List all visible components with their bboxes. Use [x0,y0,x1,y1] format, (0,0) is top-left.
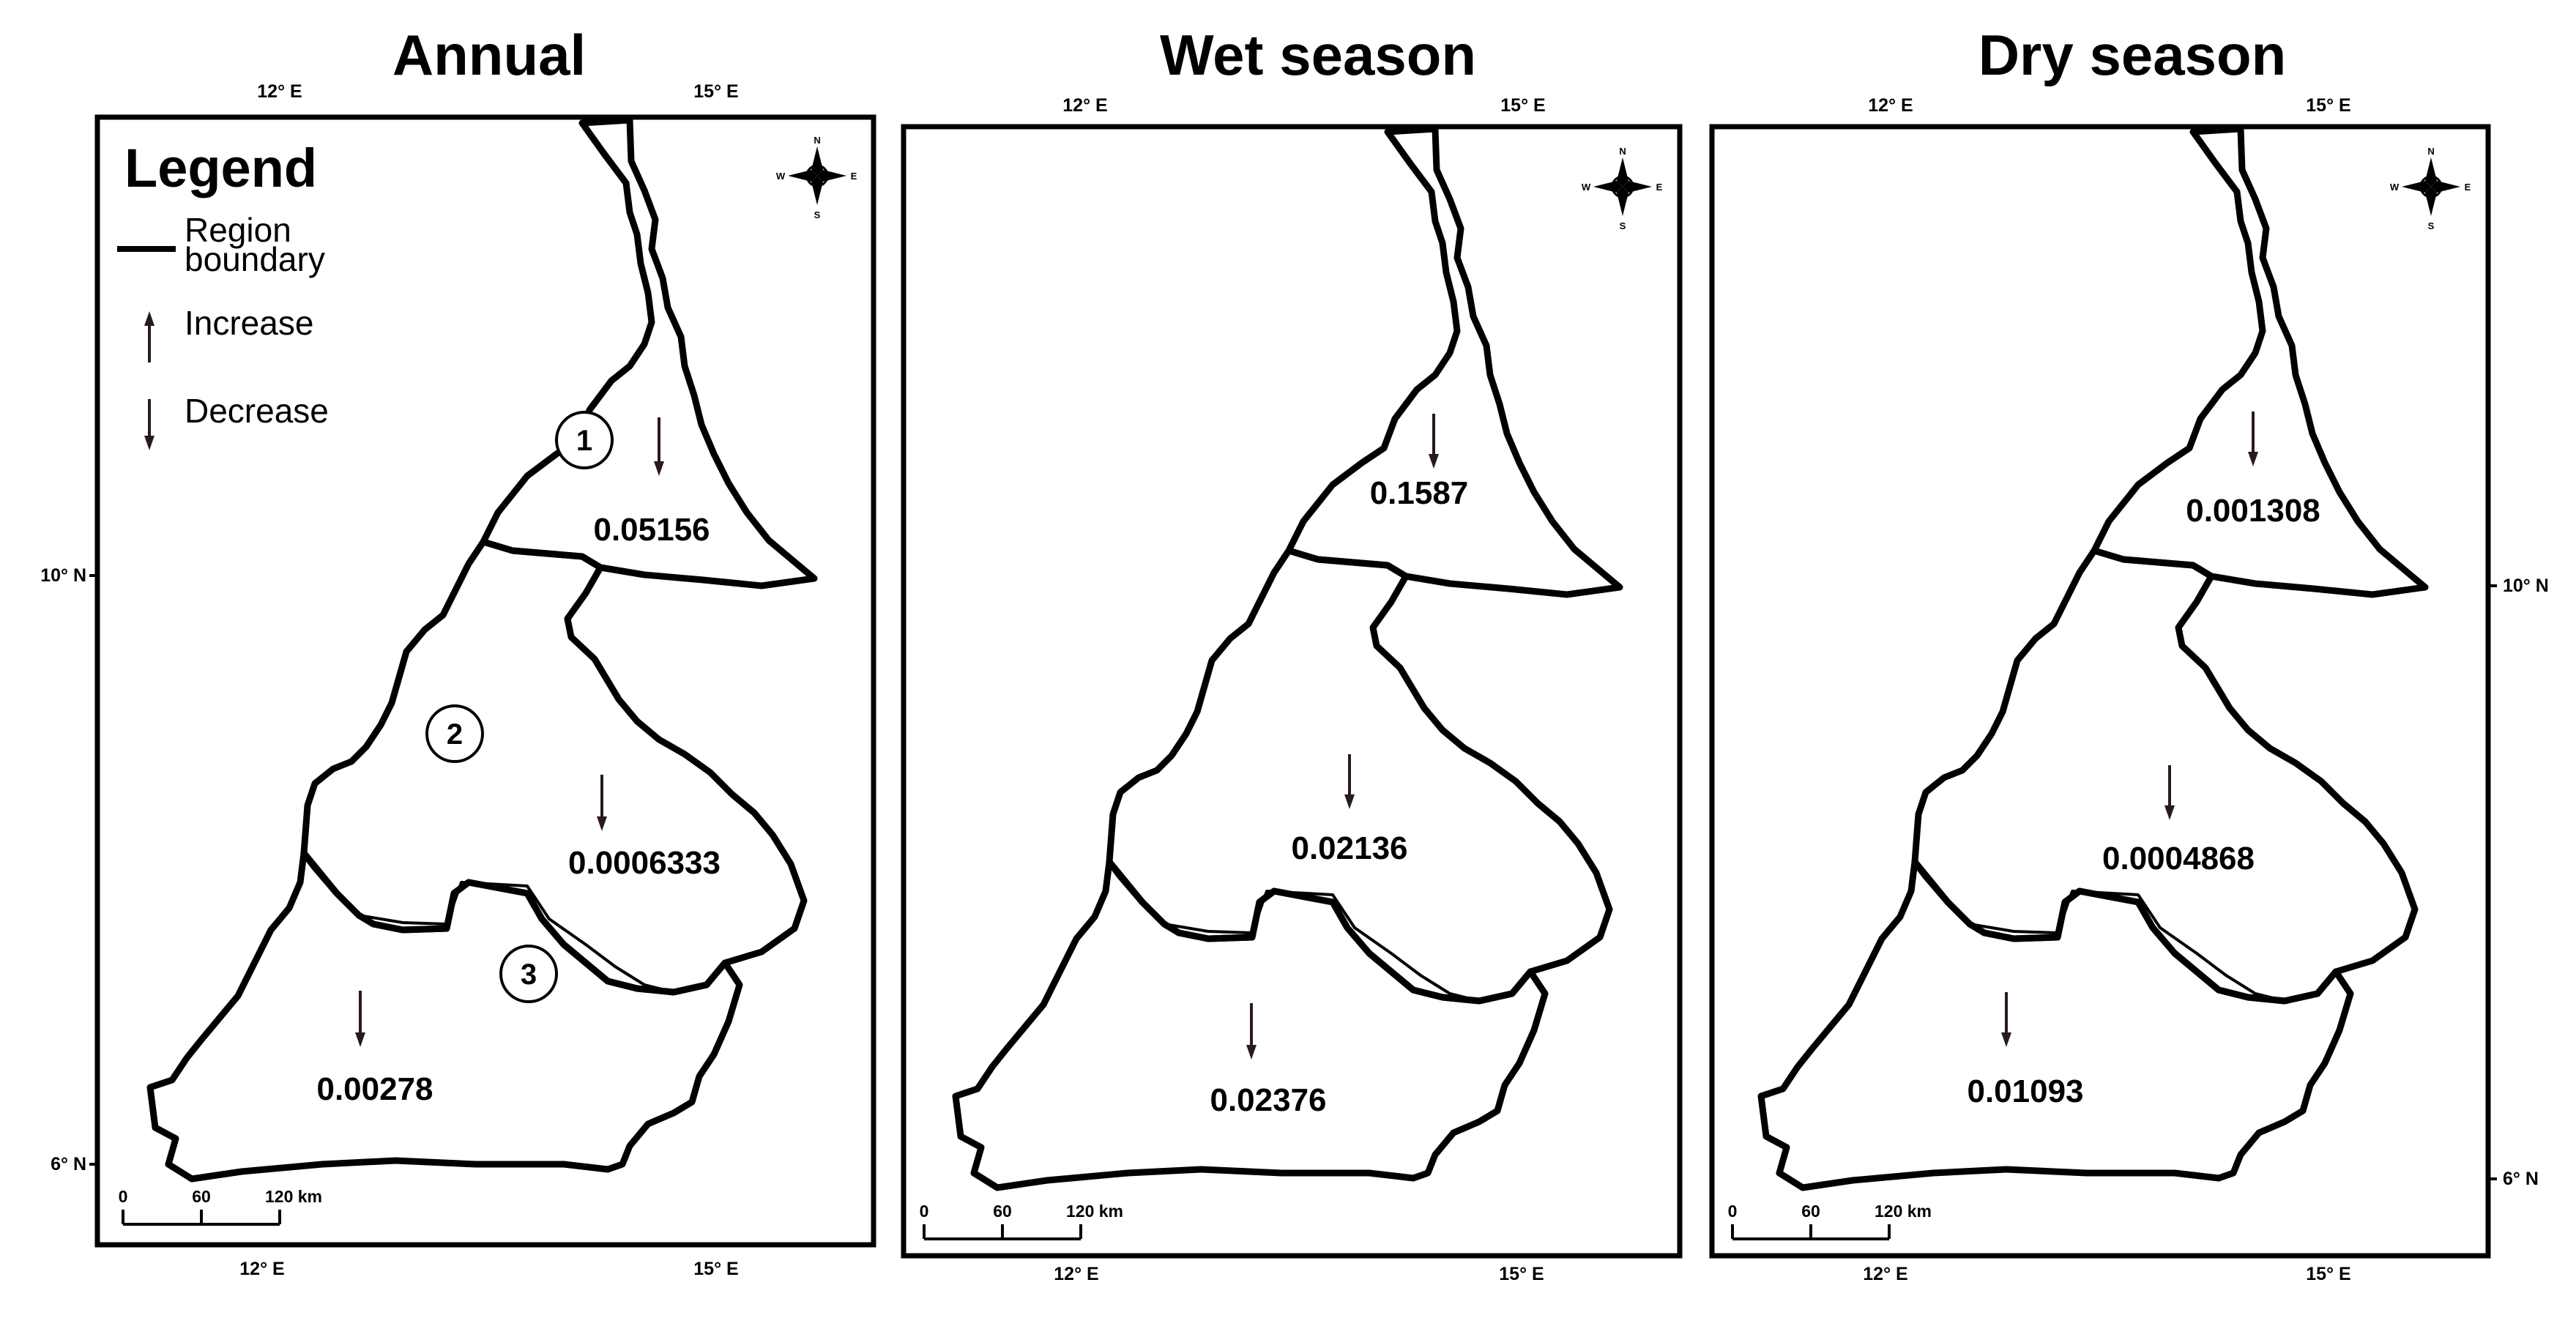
svg-text:1: 1 [576,425,592,457]
decrease-arrow-icon [355,991,365,1047]
region-2-3-border [302,852,726,994]
region-number-marker: 1 [555,411,614,469]
map-panel-wet-season: Wet season 12° E 15° E 12° E 15° E 0.158… [901,23,1683,1284]
legend-title: Legend [124,138,317,198]
lon-tick-label: 12° E [1062,95,1107,116]
trend-value: 0.02136 [1291,830,1407,866]
svg-text:120 km: 120 km [1875,1202,1932,1221]
region-number-marker: 3 [499,945,558,1003]
scale-bar: 0 60 120 km [119,1187,322,1226]
region-1-boundary [480,116,818,589]
svg-text:120 km: 120 km [265,1187,322,1206]
lon-tick-label: 15° E [2306,1264,2350,1284]
decrease-arrow-icon [144,399,155,450]
svg-text:60: 60 [993,1202,1012,1221]
trend-value: 0.05156 [593,512,710,548]
lon-tick-label: 12° E [257,81,302,102]
lon-tick-label: 15° E [693,81,738,102]
panel-title: Wet season [1160,23,1476,87]
region-1-2-border [1288,549,1407,578]
increase-arrow-icon [144,311,155,362]
svg-text:2: 2 [447,718,463,751]
legend-boundary-label: Region [185,211,291,249]
region-number-marker: 2 [425,704,484,763]
lon-tick-label: 12° E [1868,95,1913,116]
region-1-2-border [2093,549,2213,578]
svg-text:3: 3 [521,958,537,991]
map-panel-annual: Annual 12° E 15° E 12° E 15° E 10° N 6° … [40,23,876,1279]
decrease-arrow-icon [597,775,607,831]
scale-bar: 0 60 120 km [920,1202,1123,1240]
scale-bar: 0 60 120 km [1728,1202,1932,1240]
svg-text:0: 0 [920,1202,929,1221]
decrease-arrow-icon [1344,754,1355,809]
region-map [146,116,818,1183]
svg-text:120 km: 120 km [1066,1202,1123,1221]
svg-text:E: E [2465,182,2471,193]
svg-text:60: 60 [1801,1202,1820,1221]
lat-tick-label: 10° N [2503,576,2549,596]
region-3-boundary [146,849,743,1183]
lon-tick-label: 12° E [239,1259,284,1279]
svg-text:W: W [776,171,786,182]
svg-text:N: N [2427,146,2434,157]
lon-tick-label: 12° E [1863,1264,1907,1284]
svg-text:N: N [1619,146,1626,157]
trend-value: 0.00278 [316,1071,433,1107]
svg-text:E: E [1656,182,1663,193]
lon-tick-label: 15° E [693,1259,738,1279]
map-panel-dry-season: Dry season 12° E 15° E 12° E 15° E 10° N… [1709,23,2549,1284]
panel-title: Dry season [1978,23,2287,87]
compass-rose-icon: N S E W [776,135,857,220]
svg-text:W: W [2390,182,2400,193]
trend-value: 0.02376 [1210,1082,1326,1118]
region-1-2-border [483,540,602,569]
svg-text:60: 60 [192,1187,211,1206]
region-map [952,125,1623,1191]
svg-text:S: S [1620,220,1626,231]
decrease-arrow-icon [654,417,664,476]
svg-text:E: E [851,171,857,182]
svg-text:S: S [814,209,821,220]
region-3-boundary [952,858,1549,1191]
lat-tick-label: 6° N [2503,1169,2539,1189]
legend: Legend Region boundary Increase Decrease [117,138,329,450]
trend-value: 0.0006333 [568,845,721,881]
lon-tick-label: 12° E [1054,1264,1098,1284]
compass-rose-icon: N S E W [2390,146,2471,231]
trend-value: 0.001308 [2186,493,2320,529]
region-3-boundary [1757,858,2354,1191]
trend-value: 0.0004868 [2102,841,2255,876]
region-1-boundary [1285,125,1623,598]
svg-text:0: 0 [1728,1202,1738,1221]
trend-value: 0.1587 [1370,475,1469,511]
decrease-arrow-icon [2001,992,2011,1047]
region-2-3-border [1108,860,1532,1002]
lon-tick-label: 15° E [1500,95,1545,116]
decrease-arrow-icon [1429,414,1439,469]
panel-title: Annual [392,23,586,87]
region-2-3-border [1913,860,2337,1002]
lon-tick-label: 15° E [1499,1264,1544,1284]
lat-tick-label: 10° N [40,565,86,586]
map-frame [94,114,876,1248]
svg-text:N: N [814,135,820,146]
svg-text:W: W [1582,182,1591,193]
legend-decrease-label: Decrease [185,392,329,430]
map-frame [1709,124,2491,1259]
region-map [1757,125,2429,1191]
lat-tick-label: 6° N [51,1154,86,1174]
lon-tick-label: 15° E [2306,95,2350,116]
map-frame [901,124,1683,1259]
trend-value: 0.01093 [1967,1073,2083,1109]
decrease-arrow-icon [1246,1003,1257,1060]
svg-text:0: 0 [119,1187,128,1206]
svg-text:S: S [2428,220,2435,231]
compass-rose-icon: N S E W [1582,146,1663,231]
legend-boundary-label: boundary [185,240,325,278]
region-1-boundary [2091,125,2429,598]
decrease-arrow-icon [2248,412,2258,466]
legend-increase-label: Increase [185,304,313,342]
decrease-arrow-icon [2164,765,2175,820]
